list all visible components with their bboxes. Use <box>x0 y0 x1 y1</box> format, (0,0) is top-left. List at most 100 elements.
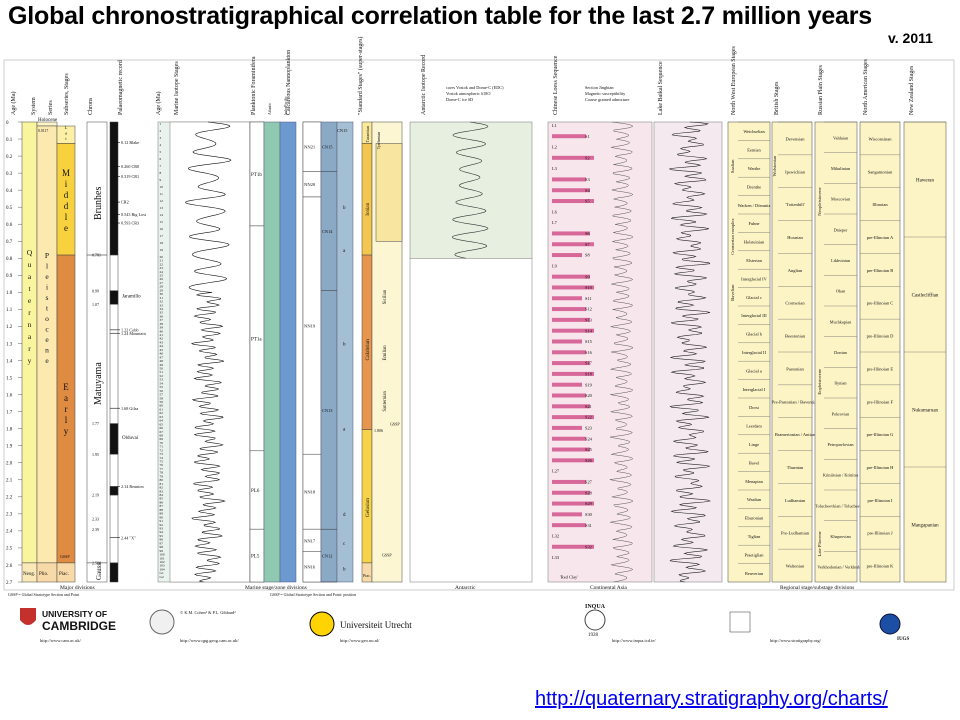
new-zealand-stage: Castlecliffian <box>912 294 939 299</box>
subseries-middle-label: d <box>64 201 69 211</box>
nw-europe-stage: Reuverian <box>745 571 764 576</box>
loess-paleosol-s9 <box>552 274 590 279</box>
loess-unit-label: S15 <box>585 339 593 344</box>
column-header-nanno: Calcareous Nannoplankton <box>286 50 292 115</box>
mis-number: 70 <box>160 441 164 445</box>
british-stage: Beestonian <box>785 334 806 339</box>
nw-europe-stage: Elsterian <box>746 258 762 263</box>
inqua-name: INQUA <box>585 604 606 610</box>
loess-unit-label: L9 <box>552 263 558 268</box>
nw-europe-stage: Bavel <box>749 460 760 465</box>
footer-marine-divisions: Marine stage/zone divisions <box>245 585 307 591</box>
nw-europe-stage: Linge <box>749 442 759 447</box>
loess-legend-item: Section Jingbian <box>585 85 614 90</box>
russian-group-label: Eopleistocene <box>817 369 822 395</box>
loess-unit-label: S6 <box>585 231 590 236</box>
mis-number: 23 <box>160 266 164 270</box>
nw-europe-stage: Fuhne <box>749 221 760 226</box>
age-tick-label: 1.6 <box>6 393 13 398</box>
loess-unit-label: L7 <box>552 220 558 225</box>
system-quaternary-label: r <box>28 344 31 353</box>
russian-stage: Tolucheevkian / Tolucheevka <box>815 503 865 508</box>
nw-europe-panel <box>727 121 771 583</box>
antarctic-empty <box>409 258 533 583</box>
loess-unit-label: L3 <box>552 166 558 171</box>
loess-unit-label: S11 <box>585 296 592 301</box>
mis-number: 61 <box>160 407 164 411</box>
nw-europe-stage: Eburonian <box>745 516 764 521</box>
chron-boundary-age: 1.77 <box>92 421 99 426</box>
loess-paleosol-s19 <box>552 382 582 387</box>
loess-unit-label: S19 <box>585 382 593 387</box>
british-stage: Devensian <box>786 136 806 141</box>
antarctic-legend-item: Vostok atmospheric δ18O <box>446 91 490 96</box>
antarctic-legend-item: Dome-C ice δD <box>446 97 473 102</box>
column-header-subseries: Subseries, Stages <box>64 73 70 115</box>
qpg-url: http://www.qpg.geog.cam.ac.uk/ <box>180 638 239 643</box>
subseries-late-label: L <box>65 125 68 130</box>
age-tick-label: 2.0 <box>6 462 13 467</box>
mis-number: 84 <box>160 493 164 497</box>
stage-ionian-label: Ionian <box>366 202 371 215</box>
column-header-loess: Chinese Loess Sequence <box>553 55 559 115</box>
loess-paleosol-s15 <box>552 339 582 344</box>
column-header-baikal: Lake Baikal Sequence <box>658 61 664 115</box>
nw-europe-stage: Praetiglian <box>744 552 764 557</box>
utrecht-sun-icon <box>309 611 335 637</box>
mis-number: 100 <box>160 553 165 557</box>
loess-paleosol-s18 <box>552 371 594 376</box>
cambridge-url: http://www.cam.ac.uk/ <box>40 638 82 643</box>
mis-number: 4 <box>160 143 162 147</box>
mis-number: 91 <box>160 519 164 523</box>
mis-number: 43 <box>160 340 164 344</box>
excursion-label: 0.12 Blake <box>121 140 139 145</box>
loess-unit-label: L33 <box>552 555 560 560</box>
mis-number: 87 <box>160 504 164 508</box>
mis-number: 5 <box>160 150 162 154</box>
mis-number: 1 <box>160 122 162 126</box>
north-american-stage: pre-Illinoian J <box>867 531 893 536</box>
chron-gauss <box>86 562 108 583</box>
age-tick-label: 0.3 <box>6 172 13 177</box>
gssp-label-series: GSSP <box>60 554 70 559</box>
excursion-label: CR2 <box>121 200 129 205</box>
mis-number: 29 <box>160 288 164 292</box>
mis-number: 95 <box>160 534 164 538</box>
loess-unit-label: S12 <box>585 307 592 312</box>
mis-number: 55 <box>160 385 164 389</box>
age-tick-label: 1.2 <box>6 325 13 330</box>
stage-tyrrhenian-label: Tyrrhenian <box>376 132 381 150</box>
loess-unit-label: S30 <box>585 512 593 517</box>
mis-number: 79 <box>160 474 164 478</box>
charts-link[interactable]: http://quaternary.stratigraphy.org/chart… <box>535 688 888 710</box>
mis-number: 41 <box>160 333 164 337</box>
stage-piacenzian-label: Piac. <box>363 573 371 578</box>
age-tick-label: 1.8 <box>6 427 13 432</box>
loess-unit-label: L6 <box>552 209 558 214</box>
loess-unit-label: S21 <box>585 404 592 409</box>
mis-number: 15 <box>160 220 164 224</box>
mis-number: 39 <box>160 326 164 330</box>
cambridge-line1: UNIVERSITY OF <box>42 609 107 619</box>
loess-unit-label: S20 <box>585 393 593 398</box>
mis-number: 66 <box>160 426 164 430</box>
system-quaternary-label: Q <box>27 248 33 257</box>
series-pleistocene-label: n <box>45 346 49 355</box>
mis-number: 90 <box>160 515 164 519</box>
loess-unit-label: S14 <box>585 328 593 333</box>
polarity-normal-brunhes <box>109 121 119 256</box>
excursion-label: 0.319 CR1 <box>121 174 139 179</box>
age-tick-label: 0.2 <box>6 155 13 160</box>
nw-europe-stage: Leerdam <box>746 424 762 429</box>
antarctic-panel <box>409 121 533 259</box>
inqua-logo-icon <box>584 609 606 631</box>
mis-number: 53 <box>160 378 164 382</box>
loess-paleosol-s32 <box>552 544 594 549</box>
series-pleistocene-label: l <box>46 262 48 271</box>
column-header-british: British Stages <box>774 81 780 115</box>
mis-number: 19 <box>160 248 164 252</box>
loess-red-clay-label: 'Red Clay' <box>560 575 578 580</box>
nanno-subzone-label: a <box>343 249 346 254</box>
series-pleistocene-label: i <box>46 283 48 292</box>
nanno-subzone-label: c <box>343 542 346 547</box>
